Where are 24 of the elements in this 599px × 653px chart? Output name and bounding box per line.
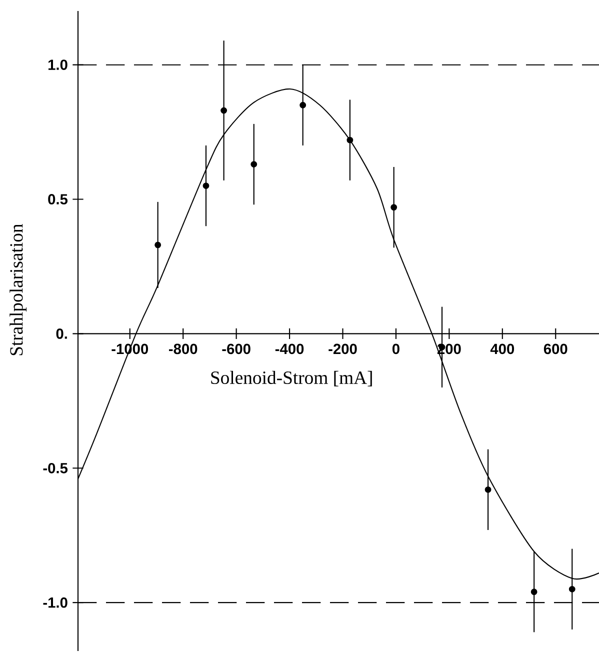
point (346, 136, 354, 144)
y-tick-label: 0.5 (48, 194, 68, 204)
x-axis-title: Solenoid-Strom [mA] (211, 370, 372, 386)
x-tick-label: -400 (275, 344, 304, 354)
x-tick-label: 400 (490, 344, 514, 354)
point (220, 107, 228, 114)
x-tick-label: -800 (168, 344, 198, 354)
point (202, 182, 210, 189)
x-tick-label: -600 (222, 344, 250, 354)
point (568, 586, 576, 592)
y-tick-label: -1.0 (43, 597, 68, 608)
y-tick-label: 0. (56, 328, 67, 339)
point (484, 486, 492, 493)
point (250, 161, 258, 168)
point (530, 588, 538, 596)
y-tick-label: -0.5 (43, 462, 68, 474)
x-tick-label: 0 (392, 344, 400, 354)
x-tick-label: 600 (544, 344, 568, 354)
y-axis-title: Strahlpolarisation (10, 224, 27, 356)
y-tick-label: 1.0 (48, 60, 68, 70)
point (154, 242, 162, 248)
x-tick-label: -200 (328, 344, 357, 354)
point (390, 204, 398, 211)
point (300, 102, 306, 108)
